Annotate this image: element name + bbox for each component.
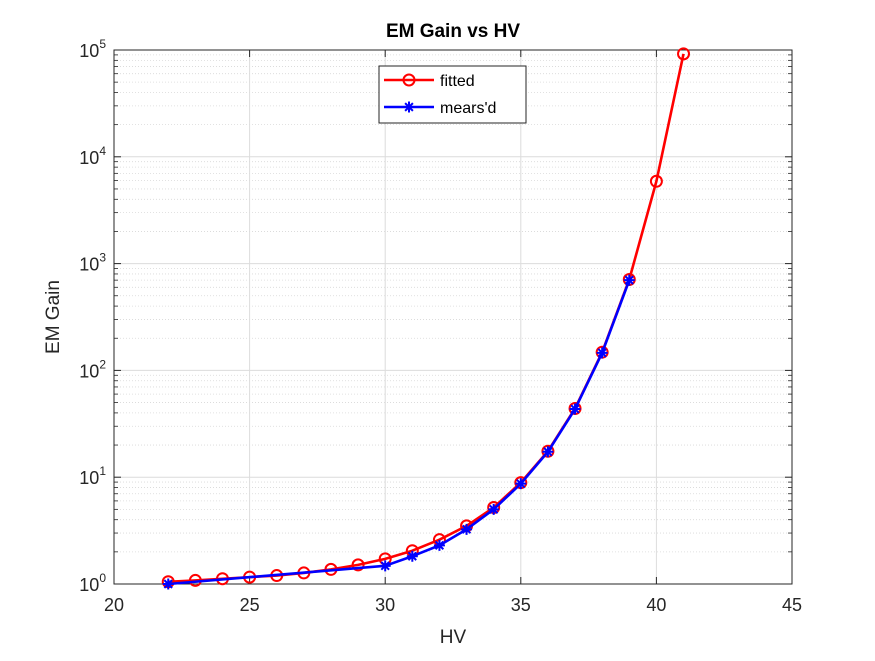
plot-area	[113, 49, 793, 585]
y-tick-label: 103	[79, 251, 106, 275]
y-tick-label: 105	[79, 37, 106, 61]
data-point	[623, 274, 635, 286]
x-tick-label: 40	[646, 595, 666, 615]
y-tick-label: 101	[79, 464, 106, 488]
data-point	[596, 347, 608, 359]
x-tick-label: 20	[104, 595, 124, 615]
data-point	[649, 174, 663, 188]
legend-marker	[403, 101, 415, 113]
series-line	[168, 279, 631, 586]
x-tick-label: 25	[240, 595, 260, 615]
data-point	[351, 558, 365, 572]
data-point	[488, 503, 500, 515]
x-tick-label: 35	[511, 595, 531, 615]
data-point	[461, 523, 473, 535]
data-point	[569, 403, 581, 415]
y-tick-label: 102	[79, 357, 106, 381]
legend-marker	[402, 73, 416, 87]
legend-box	[378, 65, 527, 124]
x-tick-label: 30	[375, 595, 395, 615]
y-tick-label: 100	[79, 571, 106, 595]
data-point	[433, 539, 445, 551]
legend-label: mears'd	[440, 100, 496, 117]
chart-title: EM Gain vs HV	[386, 21, 520, 42]
legend: fitted mears'd	[378, 65, 527, 124]
x-tick-label: 45	[782, 595, 802, 615]
data-point	[406, 550, 418, 562]
series-circle	[161, 47, 691, 589]
series-line	[168, 53, 685, 584]
y-tick-label: 104	[79, 144, 106, 168]
data-point	[515, 478, 527, 490]
data-point	[162, 578, 174, 590]
series-star	[162, 274, 635, 590]
x-axis-label: HV	[440, 627, 467, 648]
y-axis-label: EM Gain	[43, 280, 64, 354]
legend-label: fitted	[440, 73, 475, 90]
data-point	[379, 560, 391, 572]
data-point	[677, 47, 691, 61]
data-point	[542, 446, 554, 458]
